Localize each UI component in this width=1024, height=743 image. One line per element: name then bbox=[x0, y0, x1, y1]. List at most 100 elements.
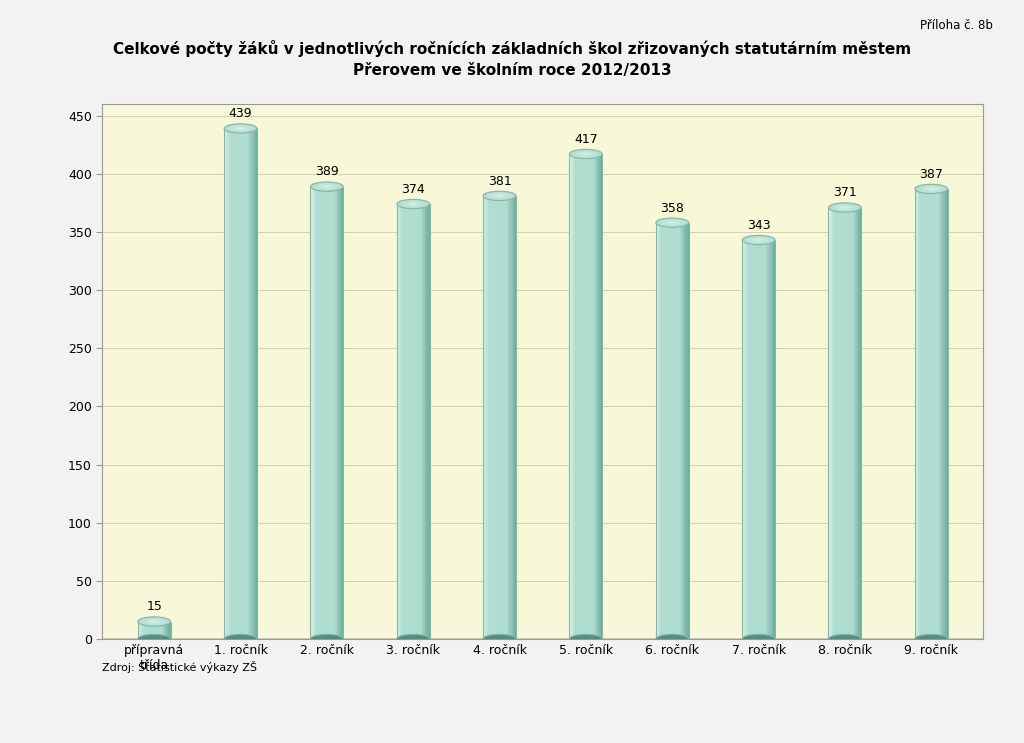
Ellipse shape bbox=[138, 635, 171, 643]
Bar bbox=[835, 207, 837, 639]
Bar bbox=[588, 154, 589, 639]
Ellipse shape bbox=[914, 635, 947, 643]
Ellipse shape bbox=[569, 149, 602, 159]
Bar bbox=[417, 204, 418, 639]
Bar bbox=[421, 204, 422, 639]
Bar bbox=[830, 207, 831, 639]
Bar bbox=[934, 189, 935, 639]
Bar bbox=[166, 622, 167, 639]
Ellipse shape bbox=[573, 151, 598, 158]
Bar bbox=[504, 196, 505, 639]
Bar bbox=[506, 196, 507, 639]
Bar bbox=[326, 186, 327, 639]
Bar bbox=[742, 240, 743, 639]
Ellipse shape bbox=[153, 621, 156, 622]
Bar bbox=[856, 207, 857, 639]
Bar bbox=[828, 207, 861, 639]
Ellipse shape bbox=[224, 124, 257, 133]
Bar bbox=[483, 196, 484, 639]
Ellipse shape bbox=[148, 620, 160, 623]
Ellipse shape bbox=[922, 186, 941, 192]
Bar bbox=[655, 223, 657, 639]
Ellipse shape bbox=[145, 619, 163, 624]
Bar bbox=[756, 240, 757, 639]
Ellipse shape bbox=[224, 635, 257, 643]
Bar bbox=[425, 204, 426, 639]
Ellipse shape bbox=[323, 186, 331, 188]
Bar bbox=[939, 189, 940, 639]
Ellipse shape bbox=[486, 192, 513, 200]
Bar bbox=[749, 240, 750, 639]
Bar bbox=[590, 154, 592, 639]
Ellipse shape bbox=[150, 620, 159, 623]
Ellipse shape bbox=[916, 185, 946, 193]
Ellipse shape bbox=[140, 617, 168, 626]
Bar bbox=[659, 223, 660, 639]
Bar bbox=[248, 129, 250, 639]
Ellipse shape bbox=[744, 236, 772, 244]
Ellipse shape bbox=[404, 201, 422, 207]
Bar bbox=[918, 189, 919, 639]
Ellipse shape bbox=[657, 218, 687, 227]
Ellipse shape bbox=[583, 153, 589, 155]
Ellipse shape bbox=[667, 221, 678, 224]
Ellipse shape bbox=[317, 184, 337, 189]
Bar bbox=[501, 196, 502, 639]
Bar bbox=[583, 154, 584, 639]
Text: 417: 417 bbox=[574, 133, 598, 146]
Ellipse shape bbox=[230, 126, 251, 132]
Bar bbox=[930, 189, 931, 639]
Bar bbox=[500, 196, 501, 639]
Bar bbox=[403, 204, 404, 639]
Bar bbox=[224, 129, 225, 639]
Ellipse shape bbox=[749, 237, 768, 243]
Bar bbox=[745, 240, 746, 639]
Bar bbox=[138, 622, 171, 639]
Ellipse shape bbox=[830, 204, 860, 212]
Ellipse shape bbox=[582, 153, 590, 155]
Ellipse shape bbox=[577, 152, 595, 157]
Ellipse shape bbox=[318, 184, 335, 189]
Bar bbox=[852, 207, 853, 639]
Bar bbox=[840, 207, 841, 639]
Bar bbox=[686, 223, 688, 639]
Text: 374: 374 bbox=[401, 183, 425, 196]
Bar bbox=[401, 204, 402, 639]
Ellipse shape bbox=[830, 204, 859, 212]
Ellipse shape bbox=[313, 183, 340, 190]
Ellipse shape bbox=[406, 202, 421, 206]
Ellipse shape bbox=[578, 152, 594, 156]
Bar bbox=[339, 186, 340, 639]
Bar bbox=[496, 196, 497, 639]
Bar bbox=[940, 189, 941, 639]
Ellipse shape bbox=[231, 126, 250, 131]
Bar bbox=[662, 223, 663, 639]
Bar bbox=[238, 129, 239, 639]
Ellipse shape bbox=[836, 205, 854, 210]
Bar bbox=[926, 189, 927, 639]
Bar bbox=[586, 154, 587, 639]
Bar bbox=[224, 129, 257, 639]
Bar bbox=[239, 129, 240, 639]
Bar bbox=[936, 189, 937, 639]
Bar bbox=[591, 154, 593, 639]
Bar bbox=[669, 223, 670, 639]
Bar bbox=[322, 186, 323, 639]
Ellipse shape bbox=[928, 188, 935, 190]
Ellipse shape bbox=[756, 239, 761, 241]
Bar bbox=[408, 204, 409, 639]
Bar bbox=[141, 622, 142, 639]
Ellipse shape bbox=[842, 207, 848, 209]
Bar bbox=[931, 189, 933, 639]
Ellipse shape bbox=[668, 221, 677, 224]
Bar bbox=[399, 204, 400, 639]
Bar bbox=[837, 207, 838, 639]
Ellipse shape bbox=[659, 219, 685, 227]
Bar bbox=[415, 204, 416, 639]
Ellipse shape bbox=[585, 154, 588, 155]
Bar bbox=[142, 622, 143, 639]
Bar bbox=[664, 223, 665, 639]
Ellipse shape bbox=[313, 183, 341, 190]
Bar bbox=[572, 154, 573, 639]
Bar bbox=[162, 622, 163, 639]
